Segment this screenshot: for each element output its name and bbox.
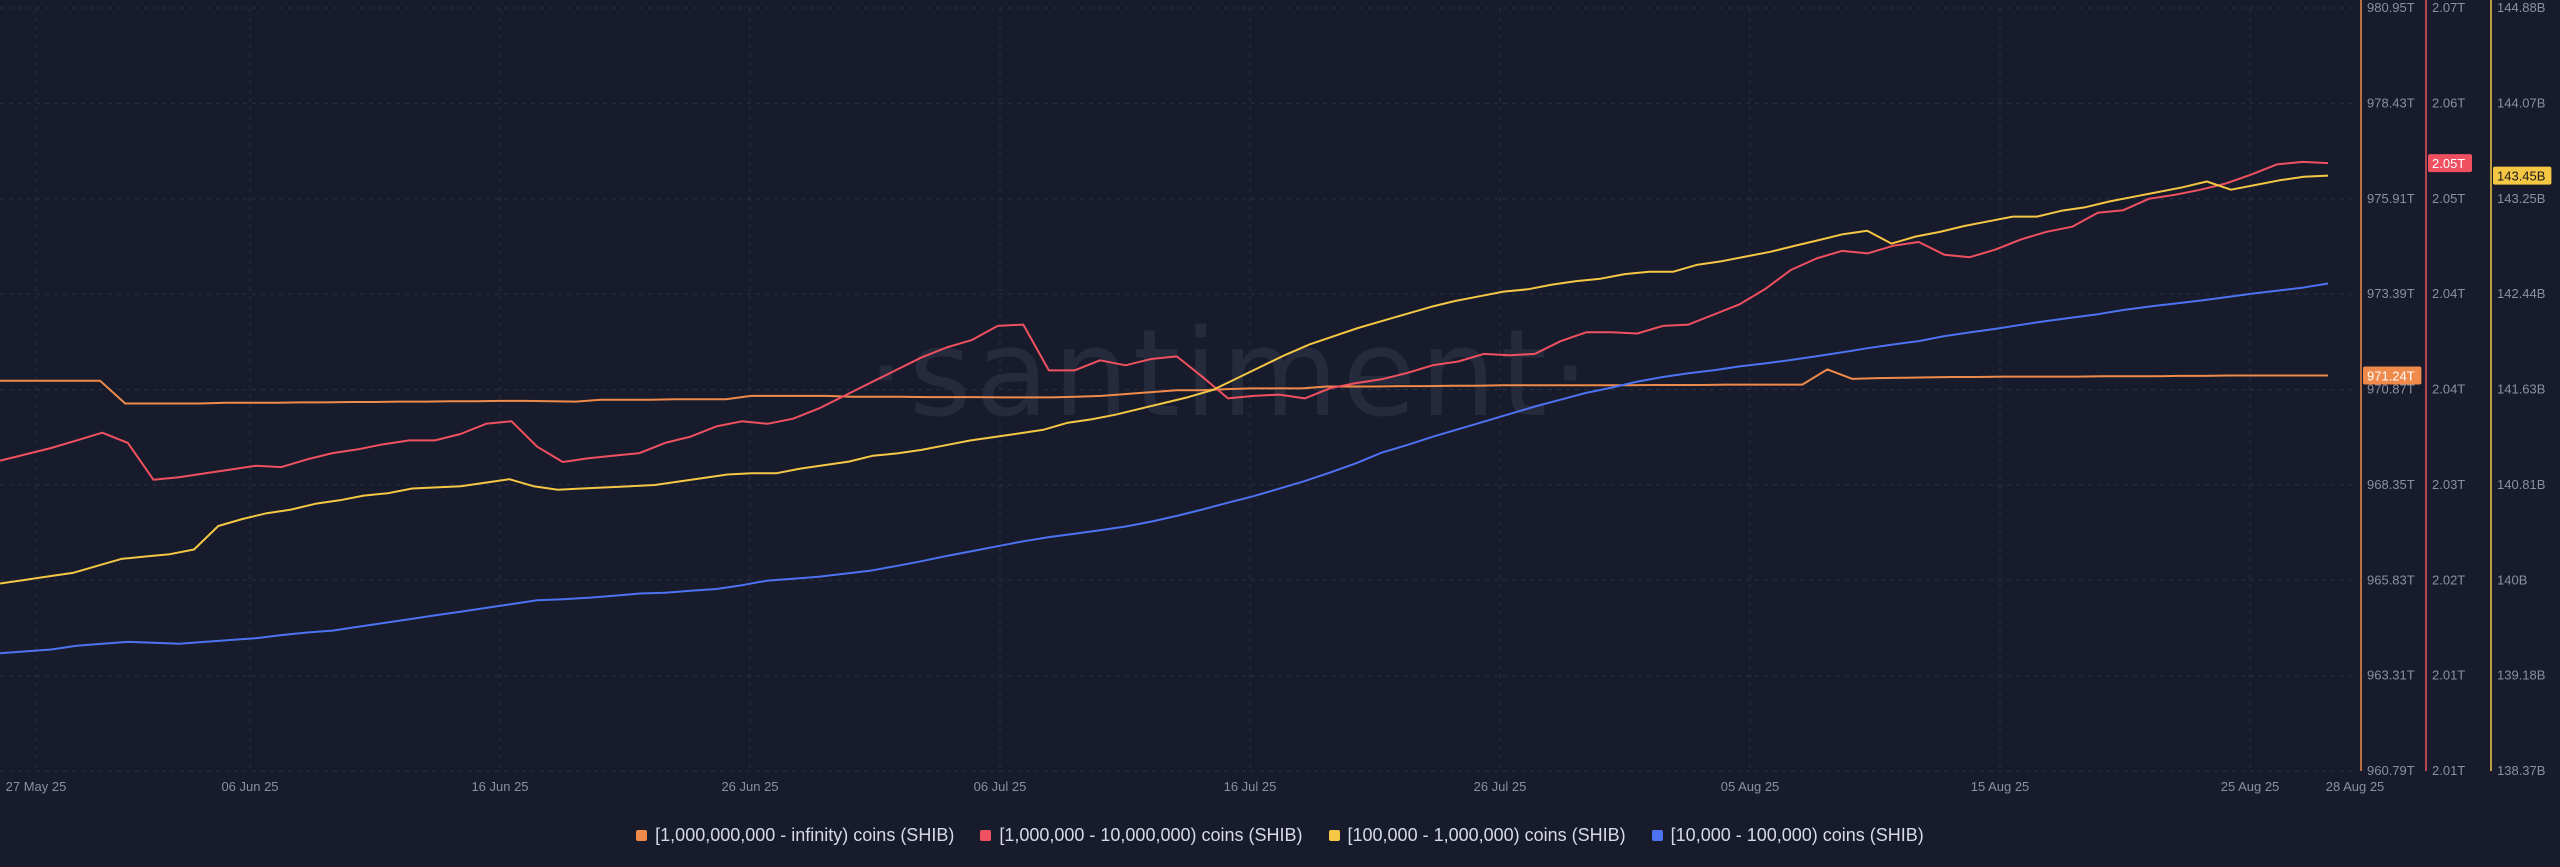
y-tick-label: 141.63B xyxy=(2497,382,2545,397)
watermark: ·santiment· xyxy=(867,305,1594,444)
y-tick-label: 2.05T xyxy=(2432,191,2465,206)
y-tick-label: 2.04T xyxy=(2432,382,2465,397)
grid-lines xyxy=(0,7,2358,772)
x-tick-label: 05 Aug 25 xyxy=(1721,779,1780,794)
y-tick-label: 960.79T xyxy=(2367,763,2415,778)
y-tick-label: 2.01T xyxy=(2432,668,2465,683)
value-badge-3 xyxy=(2493,166,2552,185)
x-axis: 27 May 25 06 Jun 25 16 Jun 25 26 Jun 25 06 J… xyxy=(6,779,2385,794)
legend-item-2[interactable]: [1,000,000 - 10,000,000) coins (SHIB) xyxy=(980,824,1303,846)
value-badge-label: 971.24T xyxy=(2367,368,2415,383)
legend-label: [1,000,000 - 10,000,000) coins (SHIB) xyxy=(999,824,1303,845)
x-tick-label: 06 Jul 25 xyxy=(974,779,1027,794)
y-tick-label: 144.88B xyxy=(2497,0,2545,15)
legend-swatch xyxy=(636,829,648,841)
y-tick-label: 140B xyxy=(2497,572,2527,587)
y-tick-label: 2.07T xyxy=(2432,0,2465,15)
legend-swatch xyxy=(1328,829,1340,841)
y-tick-label: 968.35T xyxy=(2367,477,2415,492)
series-line-4 xyxy=(0,282,2329,655)
legend-item-3[interactable]: [100,000 - 1,000,000) coins (SHIB) xyxy=(1328,824,1626,846)
y-tick-label: 140.81B xyxy=(2497,477,2545,492)
legend-item-4[interactable]: [10,000 - 100,000) coins (SHIB) xyxy=(1651,824,1924,846)
legend-item-1[interactable]: [1,000,000,000 - infinity) coins (SHIB) xyxy=(636,825,954,846)
y-tick-label: 2.06T xyxy=(2432,95,2465,110)
legend-label: [10,000 - 100,000) coins (SHIB) xyxy=(1670,824,1924,845)
y-tick-label: 978.43T xyxy=(2367,95,2415,110)
series-line-2 xyxy=(0,160,2329,481)
x-tick-label: 16 Jul 25 xyxy=(1224,779,1277,794)
legend-swatch xyxy=(1651,829,1663,841)
series-lines xyxy=(0,160,2329,655)
y-tick-label: 2.03T xyxy=(2432,477,2465,492)
x-tick-label: 25 Aug 25 xyxy=(2221,779,2280,794)
y-axes: 980.95T 978.43T 975.91T 973.39T 970.87T 968.3… xyxy=(2360,0,2552,778)
series-line-1 xyxy=(0,368,2328,405)
x-tick-label: 26 Jul 25 xyxy=(1474,779,1527,794)
x-tick-label: 16 Jun 25 xyxy=(471,779,528,794)
legend-swatch xyxy=(980,829,992,841)
y-tick-label: 963.31T xyxy=(2367,668,2415,683)
x-tick-label: 28 Aug 25 xyxy=(2326,779,2385,794)
legend-label: [1,000,000,000 - infinity) coins (SHIB) xyxy=(655,824,955,845)
y-tick-label: 138.37B xyxy=(2497,763,2545,778)
y-tick-label: 143.25B xyxy=(2497,191,2545,206)
value-badge-label: 2.05T xyxy=(2432,156,2465,171)
x-tick-label: 15 Aug 25 xyxy=(1971,779,2030,794)
y-tick-label: 139.18B xyxy=(2497,668,2545,683)
y-tick-label: 970.87T xyxy=(2367,382,2415,397)
x-tick-label: 06 Jun 25 xyxy=(221,779,278,794)
y-tick-label: 2.04T xyxy=(2432,286,2465,301)
x-tick-label: 27 May 25 xyxy=(6,779,67,794)
y-tick-label: 973.39T xyxy=(2367,286,2415,301)
value-badge-2 xyxy=(2428,154,2472,173)
value-badge-label: 143.45B xyxy=(2497,169,2545,184)
x-tick-label: 26 Jun 25 xyxy=(721,779,778,794)
value-badge-1 xyxy=(2363,366,2422,385)
y-tick-label: 965.83T xyxy=(2367,572,2415,587)
legend: [1,000,000,000 - infinity) coins (SHIB) [… xyxy=(0,820,2560,850)
y-tick-label: 975.91T xyxy=(2367,191,2415,206)
y-tick-label: 142.44B xyxy=(2497,286,2545,301)
y-tick-label: 144.07B xyxy=(2497,95,2545,110)
legend-label: [100,000 - 1,000,000) coins (SHIB) xyxy=(1347,824,1626,845)
series-line-3 xyxy=(0,174,2329,585)
y-tick-label: 2.02T xyxy=(2432,572,2465,587)
y-tick-label: 2.01T xyxy=(2432,763,2465,778)
y-tick-label: 980.95T xyxy=(2367,0,2415,15)
